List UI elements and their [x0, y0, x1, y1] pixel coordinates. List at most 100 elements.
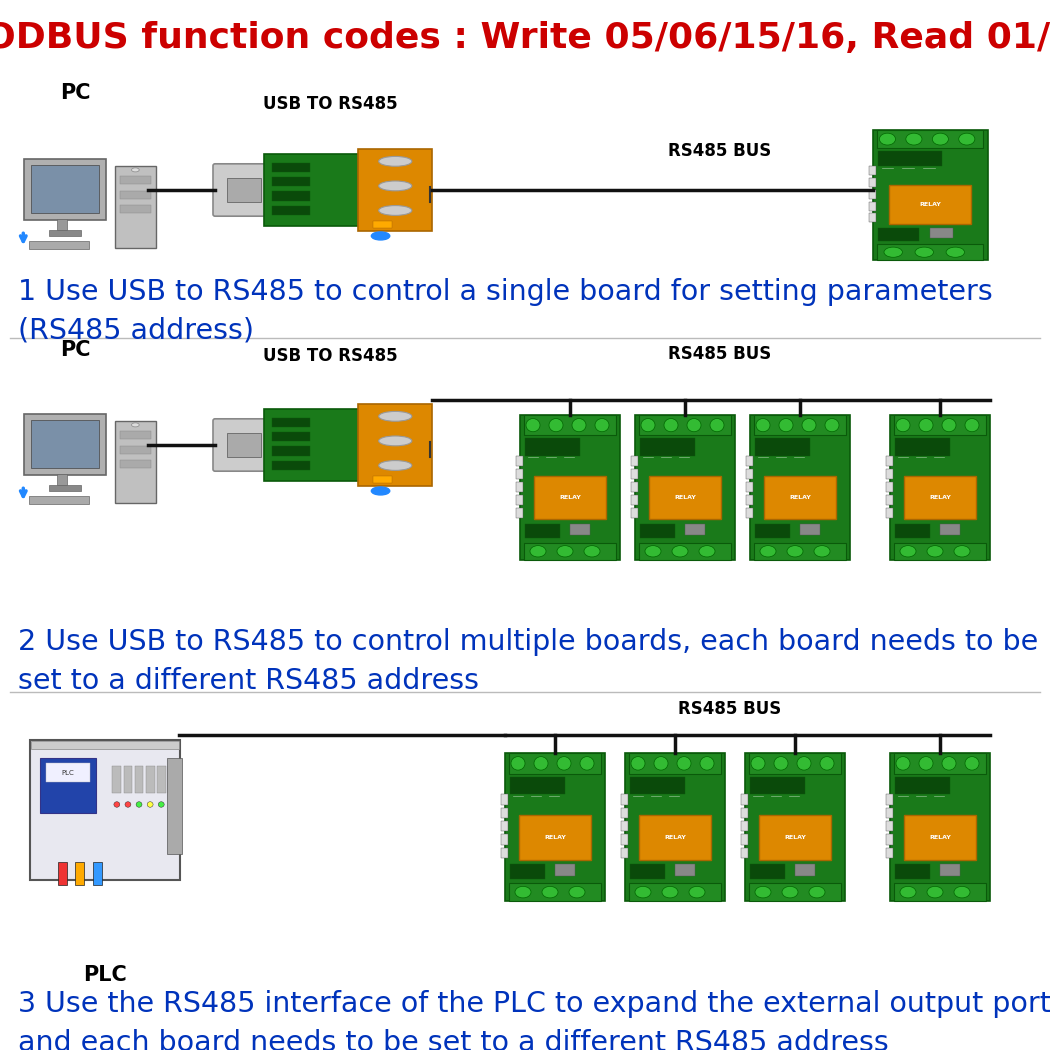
Ellipse shape: [662, 886, 678, 898]
Ellipse shape: [136, 802, 142, 807]
Ellipse shape: [379, 436, 412, 446]
Ellipse shape: [131, 168, 140, 172]
Bar: [886, 495, 892, 505]
Bar: [524, 543, 616, 560]
Bar: [878, 228, 919, 240]
Bar: [272, 418, 310, 427]
Bar: [649, 476, 721, 520]
Ellipse shape: [379, 206, 412, 215]
Ellipse shape: [556, 546, 573, 556]
Bar: [888, 185, 971, 224]
Ellipse shape: [372, 487, 390, 495]
Bar: [746, 495, 753, 505]
Text: RELAY: RELAY: [674, 496, 696, 500]
Bar: [501, 821, 508, 832]
Bar: [30, 420, 99, 468]
Ellipse shape: [379, 412, 412, 421]
Bar: [621, 795, 628, 804]
Bar: [640, 438, 695, 456]
Bar: [501, 795, 508, 804]
Text: USB TO RS485: USB TO RS485: [262, 346, 397, 365]
Ellipse shape: [906, 133, 922, 145]
Ellipse shape: [932, 133, 948, 145]
Bar: [894, 415, 986, 436]
Bar: [895, 777, 950, 795]
Ellipse shape: [549, 419, 563, 432]
Bar: [878, 151, 942, 166]
Bar: [890, 753, 990, 901]
Ellipse shape: [927, 546, 943, 556]
Bar: [501, 847, 508, 858]
Bar: [516, 482, 523, 491]
Ellipse shape: [526, 419, 540, 432]
Ellipse shape: [113, 802, 120, 807]
Bar: [886, 482, 892, 491]
Bar: [520, 415, 620, 560]
Bar: [868, 202, 876, 211]
Bar: [635, 415, 735, 560]
Bar: [755, 524, 790, 539]
Bar: [570, 524, 590, 536]
Bar: [120, 432, 151, 439]
Ellipse shape: [631, 757, 645, 770]
Bar: [168, 765, 176, 794]
Ellipse shape: [820, 757, 834, 770]
Bar: [134, 765, 144, 794]
Ellipse shape: [580, 757, 594, 770]
Bar: [894, 883, 986, 901]
Bar: [631, 456, 638, 466]
Bar: [886, 807, 892, 818]
Ellipse shape: [919, 757, 933, 770]
Bar: [272, 191, 310, 201]
Bar: [524, 415, 616, 436]
Bar: [272, 163, 310, 172]
Ellipse shape: [880, 133, 896, 145]
Bar: [886, 835, 892, 845]
Ellipse shape: [900, 546, 916, 556]
Bar: [868, 166, 876, 175]
Bar: [877, 130, 983, 148]
Bar: [621, 847, 628, 858]
Bar: [501, 835, 508, 845]
Ellipse shape: [774, 757, 788, 770]
Ellipse shape: [942, 757, 956, 770]
Bar: [746, 482, 753, 491]
Bar: [621, 821, 628, 832]
Bar: [120, 446, 151, 454]
Bar: [631, 468, 638, 479]
Bar: [58, 862, 66, 884]
Bar: [516, 508, 523, 518]
Bar: [167, 757, 182, 854]
Bar: [516, 495, 523, 505]
Bar: [639, 815, 711, 860]
Bar: [750, 415, 850, 560]
Bar: [272, 461, 310, 470]
Bar: [112, 765, 122, 794]
Bar: [272, 446, 310, 456]
Ellipse shape: [511, 757, 525, 770]
Text: RELAY: RELAY: [544, 835, 566, 840]
Bar: [746, 508, 753, 518]
Bar: [886, 468, 892, 479]
Bar: [749, 883, 841, 901]
Ellipse shape: [689, 886, 705, 898]
Bar: [685, 524, 705, 536]
Ellipse shape: [927, 886, 943, 898]
Ellipse shape: [755, 886, 771, 898]
Bar: [904, 815, 976, 860]
Ellipse shape: [654, 757, 668, 770]
Text: USB TO RS485: USB TO RS485: [262, 94, 397, 113]
Text: PC: PC: [60, 83, 90, 103]
Text: RELAY: RELAY: [929, 835, 951, 840]
Ellipse shape: [779, 419, 793, 432]
Bar: [227, 177, 261, 202]
Bar: [868, 178, 876, 187]
Bar: [894, 543, 986, 560]
Ellipse shape: [814, 546, 830, 556]
Bar: [886, 508, 892, 518]
Text: 2 Use USB to RS485 to control multiple boards, each board needs to be
set to a d: 2 Use USB to RS485 to control multiple b…: [18, 628, 1038, 695]
Bar: [868, 190, 876, 198]
Text: RELAY: RELAY: [919, 202, 941, 207]
Bar: [759, 815, 831, 860]
Bar: [156, 765, 166, 794]
